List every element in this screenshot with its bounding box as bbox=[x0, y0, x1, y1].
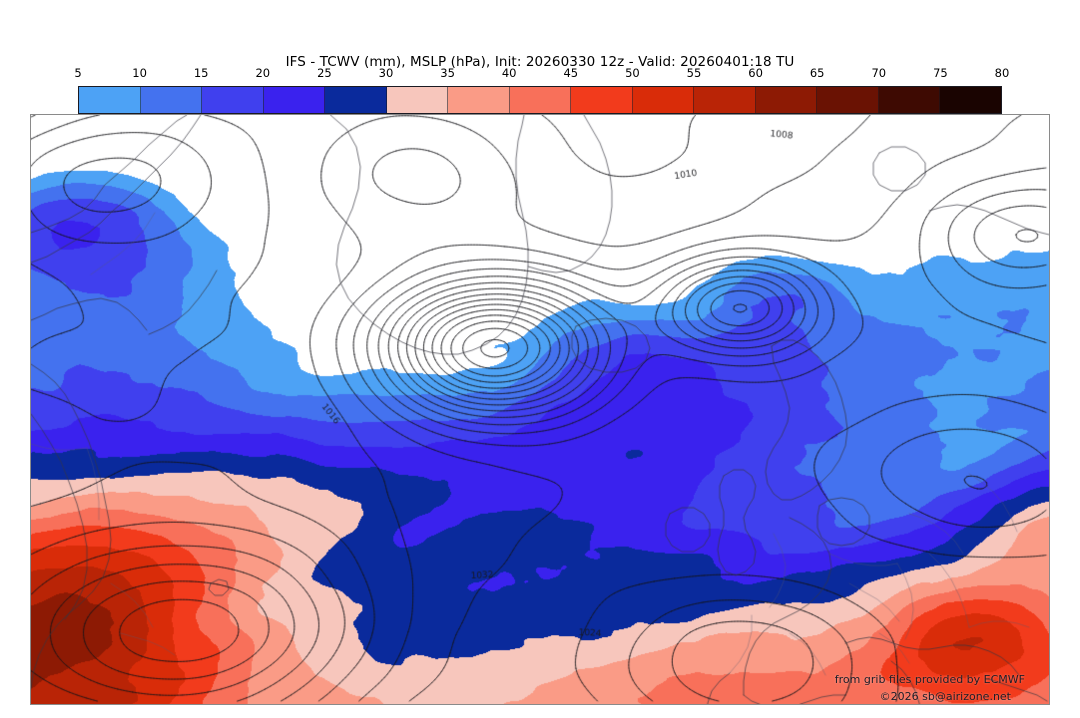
colorbar-segment-20-25 bbox=[263, 87, 326, 113]
colorbar-segment-45-50 bbox=[571, 87, 633, 113]
colorbar-tick-labels: 5 10 15 20 25 30 35 40 45 50 55 60 65 70 75 80 bbox=[74, 66, 1009, 82]
colorbar-tick-5: 5 bbox=[74, 66, 82, 80]
colorbar-segment-5-10 bbox=[79, 87, 141, 113]
colorbar-segment-60-65 bbox=[755, 87, 818, 113]
colorbar-tick-25: 25 bbox=[317, 66, 332, 80]
colorbar-tick-20: 20 bbox=[255, 66, 271, 80]
colorbar-segments bbox=[78, 86, 1002, 114]
colorbar-segment-35-40 bbox=[448, 87, 510, 113]
colorbar-segment-70-75 bbox=[878, 87, 941, 113]
tcwv-mslp-map[interactable] bbox=[31, 115, 1049, 704]
colorbar-tick-75: 75 bbox=[933, 66, 948, 80]
chart-title: IFS - TCWV (mm), MSLP (hPa), Init: 20260… bbox=[285, 54, 795, 70]
colorbar-tick-80: 80 bbox=[994, 66, 1010, 80]
colorbar-tick-15: 15 bbox=[193, 66, 209, 80]
colorbar-segment-55-60 bbox=[694, 87, 756, 113]
colorbar-tick-10: 10 bbox=[132, 66, 147, 80]
colorbar-tick-60: 60 bbox=[748, 66, 763, 80]
colorbar-tick-65: 65 bbox=[809, 66, 825, 80]
colorbar-tick-70: 70 bbox=[871, 66, 887, 80]
copyright-credit: ©2026 sb@airizone.net bbox=[879, 690, 1011, 703]
colorbar-segment-65-70 bbox=[817, 87, 879, 113]
colorbar-segment-40-45 bbox=[509, 87, 572, 113]
colorbar-segment-75-80 bbox=[940, 87, 1001, 113]
colorbar-tick-55: 55 bbox=[686, 66, 702, 80]
colorbar-tick-30: 30 bbox=[378, 66, 394, 80]
colorbar-tick-45: 45 bbox=[563, 66, 579, 80]
colorbar bbox=[78, 86, 1002, 114]
colorbar-segment-10-15 bbox=[140, 87, 203, 113]
colorbar-tick-35: 35 bbox=[440, 66, 455, 80]
colorbar-segment-15-20 bbox=[202, 87, 264, 113]
colorbar-segment-30-35 bbox=[386, 87, 449, 113]
map-panel[interactable]: from grib files provided by ECMWF ©2026 … bbox=[30, 114, 1050, 705]
colorbar-segment-50-55 bbox=[632, 87, 695, 113]
colorbar-tick-40: 40 bbox=[501, 66, 517, 80]
colorbar-tick-50: 50 bbox=[625, 66, 640, 80]
colorbar-segment-25-30 bbox=[325, 87, 387, 113]
data-source-credit: from grib files provided by ECMWF bbox=[834, 673, 1025, 686]
